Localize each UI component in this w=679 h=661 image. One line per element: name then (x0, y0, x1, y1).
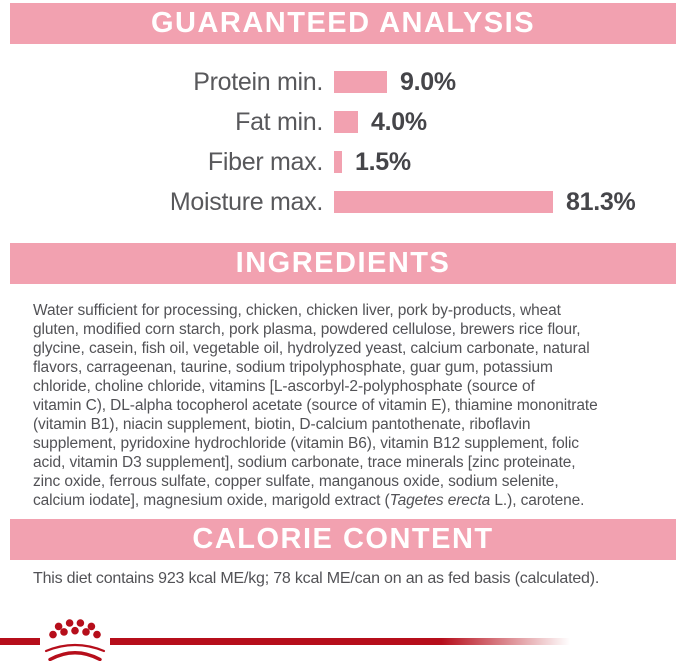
royal-canin-crown-icon (44, 619, 106, 661)
ingredients-species-italic: Tagetes erecta (389, 492, 491, 509)
chart-value: 1.5% (355, 147, 411, 176)
chart-row: Protein min. 9.0% (0, 62, 679, 102)
ingredients-line: Water sufficient for processing, chicken… (33, 302, 561, 319)
ingredients-banner: INGREDIENTS (10, 243, 676, 284)
chart-bar (334, 151, 342, 173)
chart-row: Moisture max. 81.3% (0, 182, 679, 222)
chart-bar (334, 191, 553, 213)
ingredients-text: Water sufficient for processing, chicken… (33, 301, 657, 510)
ingredients-title: INGREDIENTS (235, 247, 451, 279)
ingredients-line: acid, vitamin D3 supplement], sodium car… (33, 454, 576, 471)
ingredients-line: glycine, casein, fish oil, vegetable oil… (33, 340, 590, 357)
ingredients-line: vitamin C), DL-alpha tocopherol acetate … (33, 397, 598, 414)
ingredients-line: flavors, carrageenan, taurine, sodium tr… (33, 359, 553, 376)
calorie-content-title: CALORIE CONTENT (192, 523, 494, 555)
footer-rule-right (110, 638, 570, 645)
ingredients-line: calcium iodate], magnesium oxide, marigo… (33, 491, 657, 510)
chart-row-label: Fat min. (235, 107, 323, 136)
chart-value: 9.0% (400, 67, 456, 96)
chart-row-label: Moisture max. (169, 187, 323, 216)
guaranteed-analysis-banner: GUARANTEED ANALYSIS (10, 3, 676, 44)
ingredients-line: (vitamin B1), niacin supplement, biotin,… (33, 416, 531, 433)
chart-row: Fiber max. 1.5% (0, 142, 679, 182)
chart-value: 81.3% (566, 187, 636, 216)
chart-row: Fat min. 4.0% (0, 102, 679, 142)
guaranteed-analysis-title: GUARANTEED ANALYSIS (150, 7, 536, 39)
ingredients-line: zinc oxide, ferrous sulfate, copper sulf… (33, 473, 559, 490)
ingredients-last-pre: calcium iodate], magnesium oxide, marigo… (33, 492, 390, 509)
calorie-content-banner: CALORIE CONTENT (10, 519, 676, 560)
guaranteed-analysis-chart: Protein min. 9.0% Fat min. 4.0% Fiber max. 1.… (0, 62, 679, 222)
chart-bar (334, 71, 387, 93)
ingredients-last-post: L.), carotene. (490, 492, 585, 509)
ingredients-line: chloride, choline chloride, vitamins [L-… (33, 378, 535, 395)
ingredients-line: supplement, pyridoxine hydrochloride (vi… (33, 435, 579, 452)
ingredients-line: gluten, modified corn starch, pork plasm… (33, 321, 581, 338)
chart-bar (334, 111, 358, 133)
chart-value: 4.0% (371, 107, 427, 136)
footer-rule-left (0, 638, 40, 645)
chart-row-label: Protein min. (193, 67, 323, 96)
calorie-content-text: This diet contains 923 kcal ME/kg; 78 kc… (33, 570, 600, 587)
chart-row-label: Fiber max. (207, 147, 323, 176)
